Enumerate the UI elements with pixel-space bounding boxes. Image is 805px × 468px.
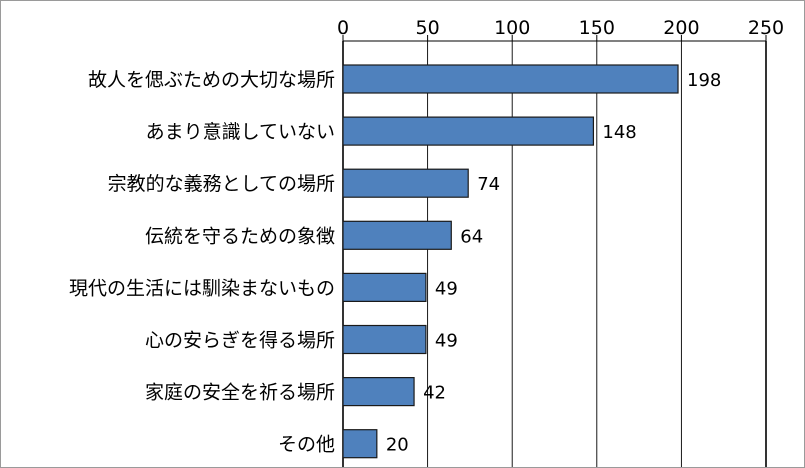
data-label: 74 — [477, 174, 500, 195]
x-tick-label: 0 — [337, 17, 349, 39]
category-labels: 故人を偲ぶための大切な場所あまり意識していない宗教的な義務としての場所伝統を守る… — [69, 69, 335, 456]
bar — [342, 377, 415, 407]
bar — [342, 116, 595, 146]
x-tick-label: 150 — [579, 17, 615, 39]
data-label: 148 — [602, 122, 636, 143]
x-tick-label: 200 — [663, 17, 699, 39]
category-label: 宗教的な義務としての場所 — [108, 173, 335, 195]
x-tick-label: 50 — [416, 17, 440, 39]
data-label: 64 — [460, 226, 483, 247]
x-tick-label: 250 — [748, 17, 784, 39]
data-label: 198 — [687, 70, 721, 91]
bar — [342, 429, 378, 459]
category-label: その他 — [278, 434, 335, 456]
category-label: 伝統を守るための象徴 — [145, 225, 335, 247]
bar — [342, 324, 427, 355]
data-label: 49 — [435, 278, 458, 299]
bar — [342, 272, 427, 302]
data-label: 42 — [423, 383, 446, 404]
category-label: 家庭の安全を祈る場所 — [145, 382, 335, 404]
data-labels: 198 148 74 64 49 49 42 20 — [386, 70, 722, 456]
category-label: 現代の生活には馴染まないもの — [69, 277, 335, 299]
bar — [342, 168, 469, 198]
category-label: 心の安らぎを得る場所 — [145, 330, 335, 352]
x-tick-label: 100 — [494, 17, 530, 39]
bar — [342, 64, 679, 94]
x-axis-tick-labels: 0 50 100 150 200 250 — [337, 17, 784, 39]
category-label: あまり意識していない — [146, 121, 335, 143]
bar — [342, 220, 452, 250]
data-label: 49 — [435, 331, 458, 352]
data-label: 20 — [386, 435, 409, 456]
category-label: 故人を偲ぶための大切な場所 — [88, 69, 335, 91]
bars — [342, 64, 679, 459]
